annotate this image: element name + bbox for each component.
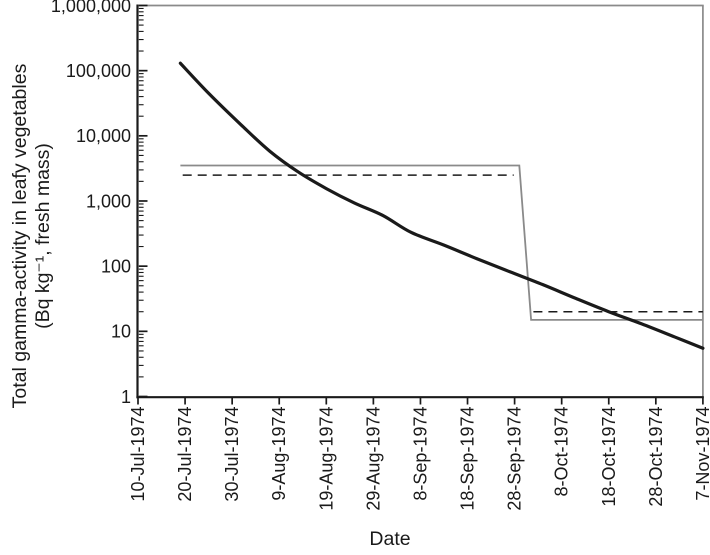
y-tick-label: 10 <box>111 322 131 342</box>
x-tick-label: 9-Aug-1974 <box>269 407 289 501</box>
x-tick-label: 28-Sep-1974 <box>505 407 525 511</box>
x-tick-label: 18-Sep-1974 <box>458 407 478 511</box>
y-tick-label: 10,000 <box>76 126 131 146</box>
y-tick-label: 1,000,000 <box>51 0 131 16</box>
x-tick-label: 19-Aug-1974 <box>316 407 336 511</box>
y-tick-label: 1 <box>121 387 131 407</box>
step-line-solid <box>180 164 703 321</box>
x-tick-label: 18-Oct-1974 <box>599 407 619 507</box>
x-tick-label: 8-Sep-1974 <box>410 407 430 501</box>
x-axis-title: Date <box>369 528 411 550</box>
gamma-activity-decay-curve <box>178 61 705 350</box>
x-tick-label: 30-Jul-1974 <box>222 407 242 502</box>
y-tick-label: 1,000 <box>86 191 131 211</box>
step-line-dashed <box>182 174 703 313</box>
x-tick-label: 28-Oct-1974 <box>646 407 666 507</box>
x-tick-label: 20-Jul-1974 <box>175 407 195 502</box>
x-tick-label: 29-Aug-1974 <box>363 407 383 511</box>
y-tick-label: 100,000 <box>66 61 131 81</box>
y-tick-label: 100 <box>101 256 131 276</box>
x-tick-label: 10-Jul-1974 <box>128 407 148 502</box>
x-tick-label: 7-Nov-1974 <box>693 407 710 501</box>
x-tick-label: 8-Oct-1974 <box>552 407 572 497</box>
